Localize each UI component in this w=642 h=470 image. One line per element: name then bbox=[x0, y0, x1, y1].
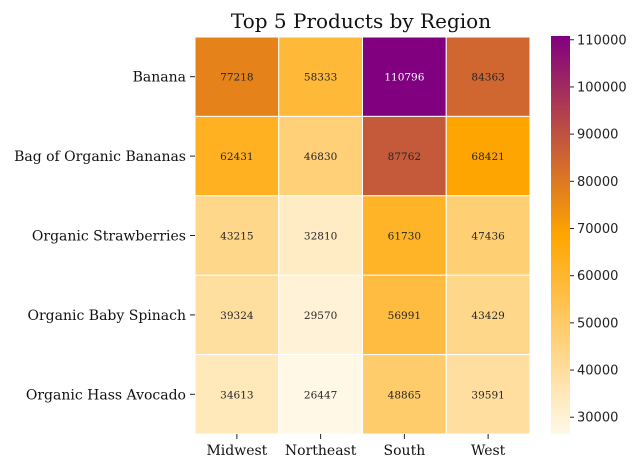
heatmap-cell bbox=[278, 115, 363, 197]
x-tick-label: Midwest bbox=[206, 443, 267, 459]
heatmap-cell bbox=[445, 115, 531, 197]
cell-value-label: 47436 bbox=[471, 231, 505, 243]
heatmap-cell bbox=[278, 195, 363, 276]
heatmap-cell bbox=[362, 354, 447, 435]
y-axis-labels: Banana Bag of Organic Bananas Organic Stra… bbox=[14, 70, 195, 403]
heatmap-cell bbox=[445, 354, 531, 435]
cell-value-label: 77218 bbox=[220, 72, 253, 84]
cell-value-label: 58333 bbox=[304, 72, 337, 84]
heatmap-cell bbox=[194, 354, 280, 435]
colorbar-tick-label: 30000 bbox=[577, 411, 618, 426]
heatmap-cells: 77218 58333 110796 84363 62431 46830 87762 6842… bbox=[194, 36, 531, 435]
colorbar-tick-label: 90000 bbox=[577, 128, 618, 143]
heatmap-cell bbox=[194, 274, 280, 356]
cell-value-label: 43215 bbox=[220, 231, 253, 243]
y-tick-label: Organic Strawberries bbox=[32, 229, 186, 245]
cell-value-label: 32810 bbox=[304, 231, 337, 243]
colorbar-tick-label: 110000 bbox=[577, 33, 627, 48]
cell-value-label: 39324 bbox=[220, 310, 254, 322]
cell-value-label: 29570 bbox=[304, 310, 337, 322]
heatmap-cell bbox=[445, 274, 531, 356]
y-tick-label: Bag of Organic Bananas bbox=[14, 149, 186, 165]
cell-value-label: 87762 bbox=[388, 151, 421, 163]
heatmap-cell bbox=[278, 36, 363, 117]
colorbar-gradient bbox=[551, 36, 570, 434]
cell-value-label: 26447 bbox=[304, 389, 337, 401]
heatmap-cell bbox=[278, 354, 363, 435]
cell-value-label: 48865 bbox=[388, 389, 421, 401]
colorbar-tick-label: 80000 bbox=[577, 175, 618, 190]
cell-value-label: 34613 bbox=[220, 389, 253, 401]
colorbar-tick-label: 40000 bbox=[577, 364, 618, 379]
heatmap-cell bbox=[362, 36, 447, 117]
colorbar-tick-label: 100000 bbox=[577, 80, 627, 95]
colorbar-tick-label: 70000 bbox=[577, 222, 618, 237]
heatmap-cell bbox=[445, 36, 531, 117]
cell-value-label: 110796 bbox=[384, 72, 424, 84]
cell-value-label: 61730 bbox=[388, 231, 421, 243]
cell-value-label: 62431 bbox=[220, 151, 253, 163]
chart-title: Top 5 Products by Region bbox=[231, 9, 491, 33]
cell-value-label: 43429 bbox=[471, 310, 504, 322]
colorbar-tick-label: 60000 bbox=[577, 269, 618, 284]
heatmap-cell bbox=[278, 274, 363, 356]
heatmap-cell bbox=[445, 195, 531, 276]
cell-value-label: 39591 bbox=[471, 389, 504, 401]
heatmap-cell bbox=[194, 115, 280, 197]
heatmap-cell bbox=[194, 36, 280, 117]
cell-value-label: 68421 bbox=[471, 151, 504, 163]
y-tick-label: Organic Hass Avocado bbox=[26, 387, 186, 403]
cell-value-label: 84363 bbox=[471, 72, 504, 84]
x-tick-label: South bbox=[384, 443, 426, 459]
cell-value-label: 56991 bbox=[388, 310, 421, 322]
x-axis-labels: Midwest Northeast South West bbox=[206, 434, 506, 459]
y-tick-label: Banana bbox=[133, 70, 186, 86]
colorbar-tick-label: 50000 bbox=[577, 316, 618, 331]
x-tick-label: Northeast bbox=[285, 443, 357, 459]
cell-value-label: 46830 bbox=[304, 151, 337, 163]
x-tick-label: West bbox=[471, 443, 506, 459]
colorbar: 30000 40000 50000 60000 70000 80000 90000 10000… bbox=[551, 33, 627, 434]
y-tick-label: Organic Baby Spinach bbox=[28, 308, 186, 324]
